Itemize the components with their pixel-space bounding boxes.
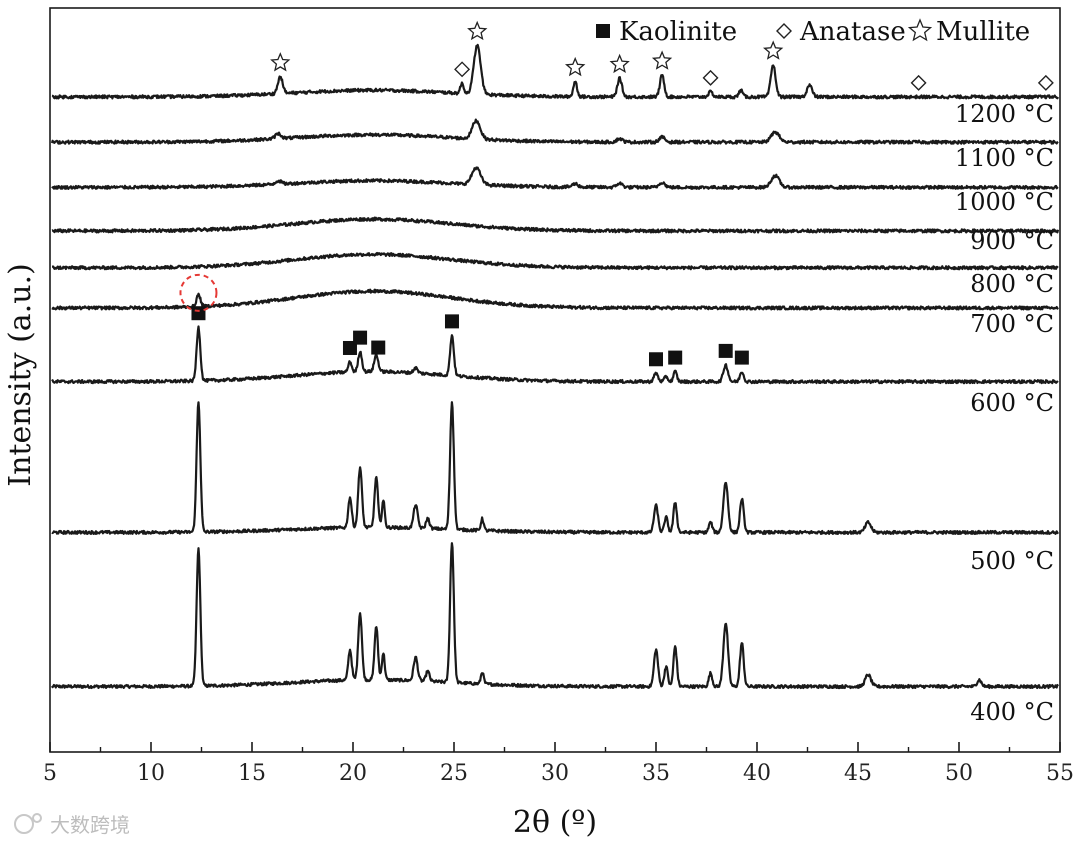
trace-500c <box>51 401 1059 535</box>
kaolinite-marker <box>718 343 733 358</box>
x-tick-label: 25 <box>440 761 468 786</box>
x-tick-label: 50 <box>945 761 973 786</box>
anatase-marker <box>910 74 927 91</box>
legend-label: Mullite <box>936 17 1030 47</box>
trace-1000c <box>51 166 1059 190</box>
temperature-label: 500 °C <box>970 547 1054 575</box>
trace-800c <box>51 251 1059 271</box>
temperature-label: 400 °C <box>970 698 1054 726</box>
watermark-logo-dot-icon <box>32 813 42 823</box>
temperature-label: 1100 °C <box>955 144 1054 172</box>
anatase-marker <box>454 61 471 78</box>
kaolinite-marker <box>734 350 749 365</box>
temperature-label: 700 °C <box>970 310 1054 338</box>
temperature-label: 900 °C <box>970 227 1054 255</box>
x-tick-label: 5 <box>43 761 57 786</box>
trace-700c <box>51 288 1059 311</box>
anatase-marker <box>1037 74 1054 91</box>
watermark-text: 大数跨境 <box>50 813 130 837</box>
trace-1100c <box>50 118 1059 145</box>
legend: Kaolinite Anatase Mullite <box>596 17 1030 47</box>
legend-anatase-icon <box>776 23 792 39</box>
kaolinite-marker <box>191 306 206 321</box>
x-axis-label: 2θ (º) <box>513 805 597 840</box>
x-tick-label: 30 <box>541 761 569 786</box>
legend-kaolinite-icon <box>596 24 610 38</box>
mullite-marker <box>762 40 784 60</box>
watermark: 大数跨境 <box>14 813 130 837</box>
x-axis-ticks: 5 10 15 20 25 30 35 40 45 50 55 <box>43 742 1074 786</box>
highlight-circle <box>179 273 218 312</box>
watermark-logo-icon <box>14 814 34 834</box>
peak-markers <box>179 20 1054 367</box>
trace-400c <box>51 542 1059 690</box>
mullite-marker <box>651 50 673 70</box>
trace-900c <box>51 216 1060 234</box>
kaolinite-marker <box>444 314 459 329</box>
traces <box>50 43 1060 690</box>
x-tick-label: 40 <box>743 761 771 786</box>
y-axis-label: Intensity (a.u.) <box>3 263 38 487</box>
x-tick-label: 15 <box>238 761 266 786</box>
legend-label: Kaolinite <box>619 17 737 47</box>
x-tick-label: 45 <box>844 761 872 786</box>
x-tick-label: 35 <box>642 761 670 786</box>
x-tick-label: 20 <box>339 761 367 786</box>
kaolinite-marker <box>649 352 663 367</box>
kaolinite-marker <box>371 340 386 355</box>
anatase-marker <box>702 69 719 86</box>
kaolinite-marker <box>668 350 683 365</box>
legend-mullite-icon <box>907 18 933 42</box>
mullite-marker <box>564 56 586 77</box>
kaolinite-marker <box>353 330 368 345</box>
legend-label: Anatase <box>799 17 906 47</box>
temperature-label: 1200 °C <box>955 100 1054 128</box>
x-tick-label: 55 <box>1046 761 1074 786</box>
x-tick-label: 10 <box>137 761 165 786</box>
temperature-labels: 1200 °C 1100 °C 1000 °C 900 °C 800 °C 700 °C 6… <box>955 100 1054 726</box>
mullite-marker <box>467 20 488 41</box>
temperature-label: 600 °C <box>970 389 1054 417</box>
mullite-marker <box>609 53 630 74</box>
trace-600c <box>51 325 1059 385</box>
mullite-marker <box>270 52 291 72</box>
temperature-label: 1000 °C <box>955 188 1054 216</box>
temperature-label: 800 °C <box>970 270 1054 298</box>
trace-1200c <box>51 43 1059 100</box>
